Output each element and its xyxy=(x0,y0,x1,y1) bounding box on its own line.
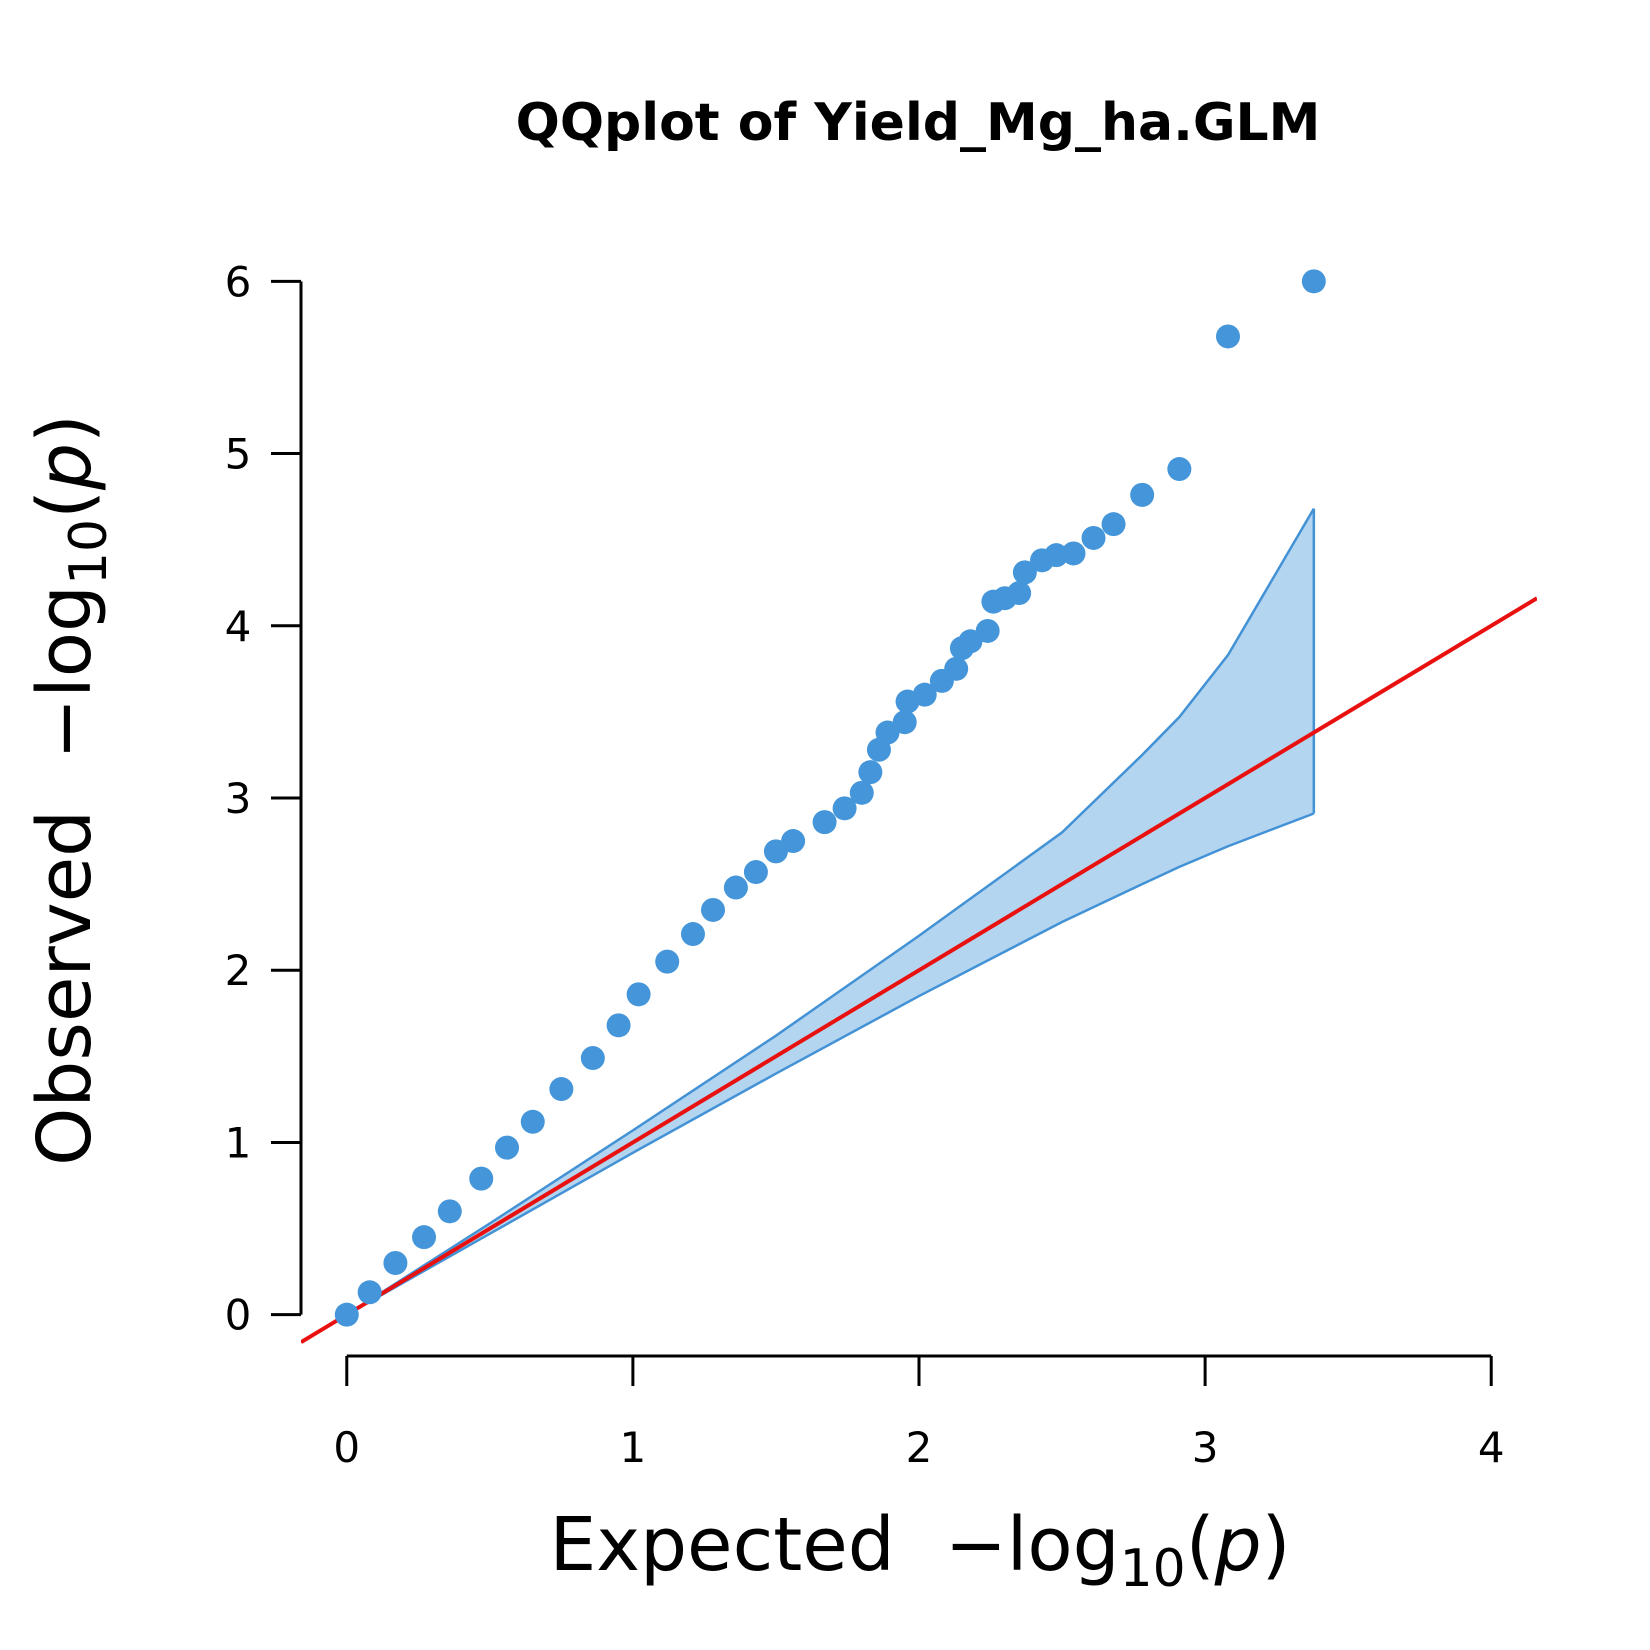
y-tick-label: 1 xyxy=(225,1118,252,1167)
point xyxy=(892,710,917,735)
point xyxy=(812,810,837,835)
scale-paren: ( xyxy=(22,490,108,519)
point xyxy=(549,1077,574,1102)
confidence-band xyxy=(346,508,1314,1315)
point xyxy=(1216,324,1240,349)
point xyxy=(357,1280,382,1305)
scale-paren: ( xyxy=(1186,1502,1215,1588)
point xyxy=(1081,525,1106,550)
point xyxy=(580,1046,605,1071)
scale-base: 10 xyxy=(1120,1539,1186,1599)
scale-fn: −log xyxy=(22,585,108,760)
band-upper-edge xyxy=(346,508,1315,1316)
plot-area xyxy=(301,508,1537,1344)
y-axis-title-text: Observed xyxy=(22,810,108,1166)
point xyxy=(1061,541,1086,566)
chart-title: QQplot of Yield_Mg_ha.GLM xyxy=(516,93,1321,153)
point xyxy=(1130,482,1155,507)
point xyxy=(1012,560,1037,585)
point xyxy=(832,796,857,821)
y-tick-label: 4 xyxy=(225,602,252,651)
x-tick-label: 2 xyxy=(906,1423,933,1472)
y-tick-label: 5 xyxy=(225,430,252,479)
scale-paren: ) xyxy=(22,414,108,443)
point xyxy=(334,1302,359,1327)
x-axis-title-text: Expected xyxy=(550,1502,895,1588)
point xyxy=(1007,581,1032,606)
y-tick-label: 2 xyxy=(225,946,252,995)
point xyxy=(723,875,748,900)
x-tick-label: 1 xyxy=(620,1423,647,1472)
point xyxy=(849,780,874,805)
scale-arg: p xyxy=(1214,1502,1262,1588)
y-axis-title: Observed −log10(p) xyxy=(22,414,119,1166)
point xyxy=(912,682,937,707)
point xyxy=(655,949,680,974)
x-tick-label: 3 xyxy=(1192,1423,1219,1472)
point xyxy=(781,829,806,854)
scale-paren: ) xyxy=(1262,1502,1291,1588)
point xyxy=(1167,457,1192,482)
scale-base: 10 xyxy=(59,519,119,585)
point xyxy=(858,760,883,785)
point xyxy=(1301,269,1326,294)
scale-fn: −log xyxy=(945,1502,1120,1588)
point xyxy=(975,618,1000,643)
band-lower-edge xyxy=(346,812,1315,1316)
point xyxy=(520,1109,545,1134)
y-tick-label: 0 xyxy=(225,1291,252,1340)
x-tick-label: 0 xyxy=(333,1423,360,1472)
point xyxy=(680,922,705,947)
point xyxy=(626,982,651,1007)
point xyxy=(701,897,725,922)
point xyxy=(743,860,768,885)
point xyxy=(437,1199,462,1224)
point xyxy=(469,1166,494,1191)
point xyxy=(944,656,969,681)
point xyxy=(606,1013,631,1038)
point xyxy=(495,1135,519,1160)
point xyxy=(412,1225,437,1250)
x-tick-label: 4 xyxy=(1478,1423,1505,1472)
y-tick-label: 6 xyxy=(225,257,252,306)
point xyxy=(383,1251,408,1275)
point xyxy=(1101,512,1126,537)
y-tick-label: 3 xyxy=(225,774,252,823)
x-axis-title: Expected −log10(p) xyxy=(550,1502,1291,1599)
reference-line xyxy=(301,596,1537,1344)
scale-arg: p xyxy=(22,443,108,491)
